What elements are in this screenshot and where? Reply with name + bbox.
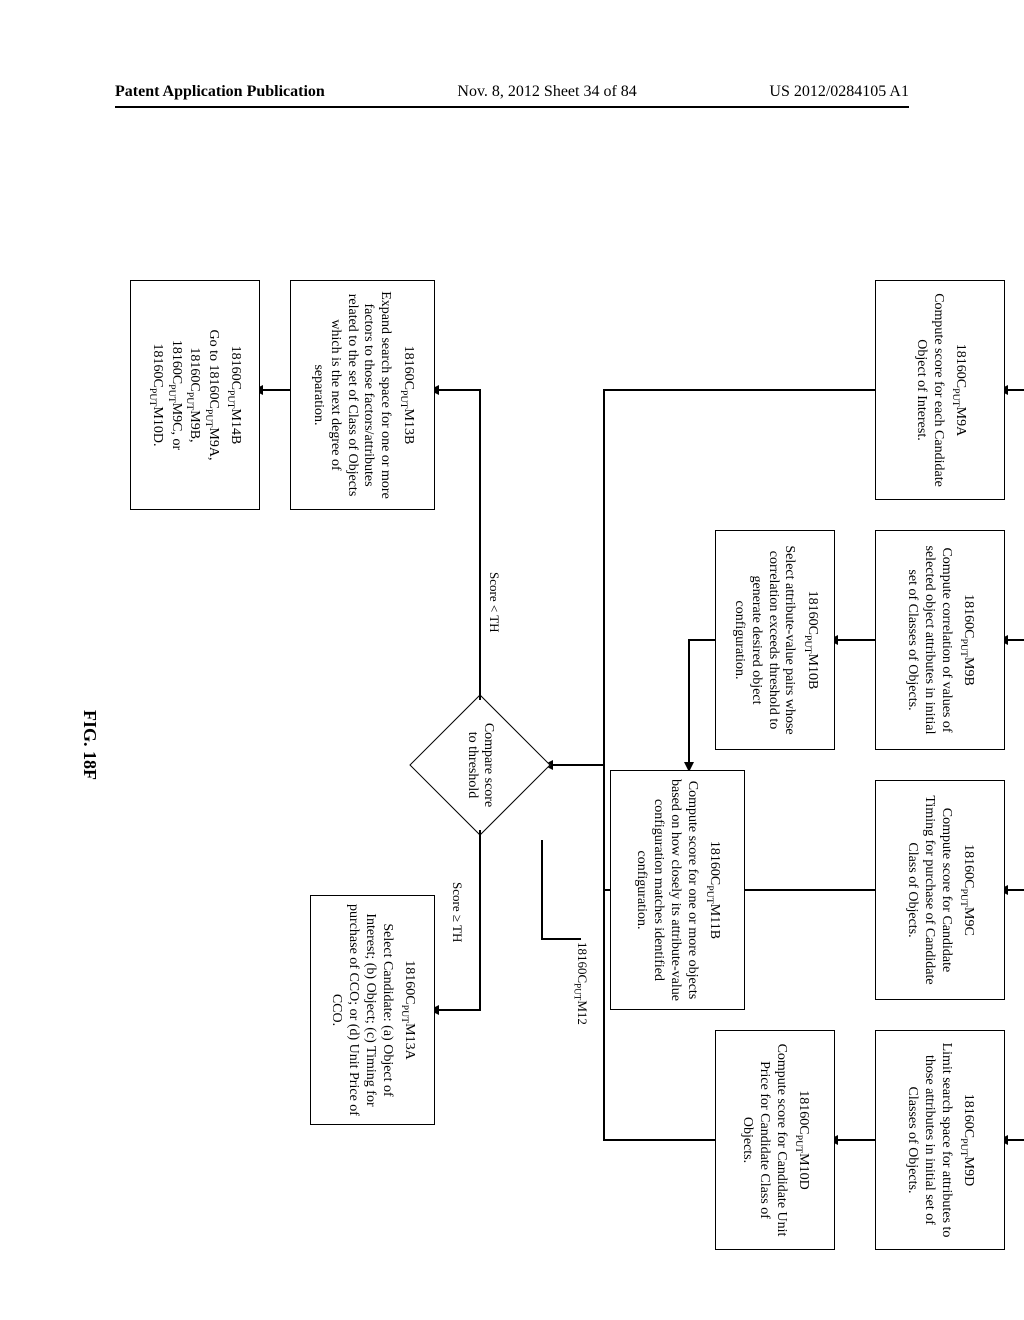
arrow-m9a-down bbox=[605, 389, 875, 391]
node-m9a-text: Compute score for each Candidate Object … bbox=[912, 289, 946, 491]
node-m13b: 18160CPUTM13B Expand search space for on… bbox=[290, 280, 435, 510]
arrow-m13b-m14b bbox=[260, 389, 290, 391]
flowchart-diagram: 18160CPUTM9A Compute score for each Cand… bbox=[25, 280, 1005, 1000]
node-m10b-label: 18160CPUTM10B bbox=[801, 591, 820, 690]
node-m10b: 18160CPUTM10B Select attribute-value pai… bbox=[715, 530, 835, 750]
node-m9c: 18160CPUTM9C Compute score for Candidate… bbox=[875, 780, 1005, 1000]
page-header: Patent Application Publication Nov. 8, 2… bbox=[0, 83, 1024, 101]
node-m13a-label: 18160CPUTM13A bbox=[399, 960, 418, 1059]
label-score-ge: Score ≥ TH bbox=[449, 880, 465, 944]
node-m9a-label: 18160CPUTM9A bbox=[950, 344, 969, 436]
arrow-diamond-right bbox=[479, 830, 481, 1010]
arrow-m10d-down bbox=[605, 1139, 715, 1141]
node-m10d-label: 18160CPUTM10D bbox=[793, 1090, 812, 1189]
node-m13b-label: 18160CPUTM13B bbox=[397, 346, 416, 445]
node-m10b-text: Select attribute-value pairs whose corre… bbox=[730, 539, 797, 741]
node-m11b: 18160CPUTM11B Compute score for one or m… bbox=[610, 770, 745, 1010]
node-m14b: 18160CPUTM14B Go to 18160CPUTM9A, 18160C… bbox=[130, 280, 260, 510]
header-right: US 2012/0284105 A1 bbox=[769, 83, 909, 101]
leader-m12 bbox=[542, 840, 544, 940]
label-m12: 18160CPUTM12 bbox=[572, 940, 590, 1027]
node-m9a: 18160CPUTM9A Compute score for each Cand… bbox=[875, 280, 1005, 500]
node-m9d-text: Limit search space for attributes to tho… bbox=[904, 1039, 954, 1241]
header-center: Nov. 8, 2012 Sheet 34 of 84 bbox=[457, 83, 636, 101]
node-m13a-text: Select Candidate: (a) Object of Interest… bbox=[328, 904, 395, 1116]
node-m10d-text: Compute score for Candidate Unit Price f… bbox=[739, 1039, 789, 1241]
arrow-collector-diamond bbox=[550, 764, 605, 766]
header-left: Patent Application Publication bbox=[115, 83, 325, 101]
node-m11b-text: Compute score for one or more objects ba… bbox=[633, 779, 700, 1001]
node-m9d-label: 18160CPUTM9D bbox=[958, 1094, 977, 1186]
node-m9b-label: 18160CPUTM9B bbox=[958, 594, 977, 686]
leader-m12-v bbox=[541, 938, 581, 940]
arrow-m10b-right bbox=[688, 639, 690, 765]
label-score-lt: Score < TH bbox=[486, 570, 502, 635]
node-m9c-label: 18160CPUTM9C bbox=[958, 844, 977, 936]
node-m9b-text: Compute correlation of values of selecte… bbox=[904, 539, 954, 741]
arrow-m9b-m10b bbox=[835, 639, 875, 641]
node-m9b: 18160CPUTM9B Compute correlation of valu… bbox=[875, 530, 1005, 750]
node-m9c-text: Compute score for Candidate Timing for p… bbox=[904, 789, 954, 991]
node-m11b-label: 18160CPUTM11B bbox=[704, 841, 723, 939]
arrow-diamond-left-down bbox=[436, 389, 481, 391]
arrow-diamond-right-down bbox=[436, 1009, 481, 1011]
arrow-diamond-left bbox=[479, 390, 481, 700]
node-m14b-text: Go to 18160CPUTM9A, 18160CPUTM9B, 18160C… bbox=[147, 330, 221, 461]
arrow-m9d-m10d bbox=[835, 1139, 875, 1141]
arrow-m11b-down bbox=[603, 889, 610, 891]
node-m14b-label: 18160CPUTM14B bbox=[225, 346, 244, 445]
figure-caption: FIG. 18F bbox=[79, 710, 100, 780]
node-m12-diamond: Compare score to threshold bbox=[410, 695, 550, 835]
arrow-m10b-down bbox=[690, 639, 715, 641]
node-m13b-text: Expand search space for one or more fact… bbox=[309, 289, 393, 501]
node-m10d: 18160CPUTM10D Compute score for Candidat… bbox=[715, 1030, 835, 1250]
node-m9d: 18160CPUTM9D Limit search space for attr… bbox=[875, 1030, 1005, 1250]
header-rule bbox=[115, 106, 909, 108]
node-m13a: 18160CPUTM13A Select Candidate: (a) Obje… bbox=[310, 895, 435, 1125]
diamond-text: Compare score to threshold bbox=[464, 720, 496, 810]
